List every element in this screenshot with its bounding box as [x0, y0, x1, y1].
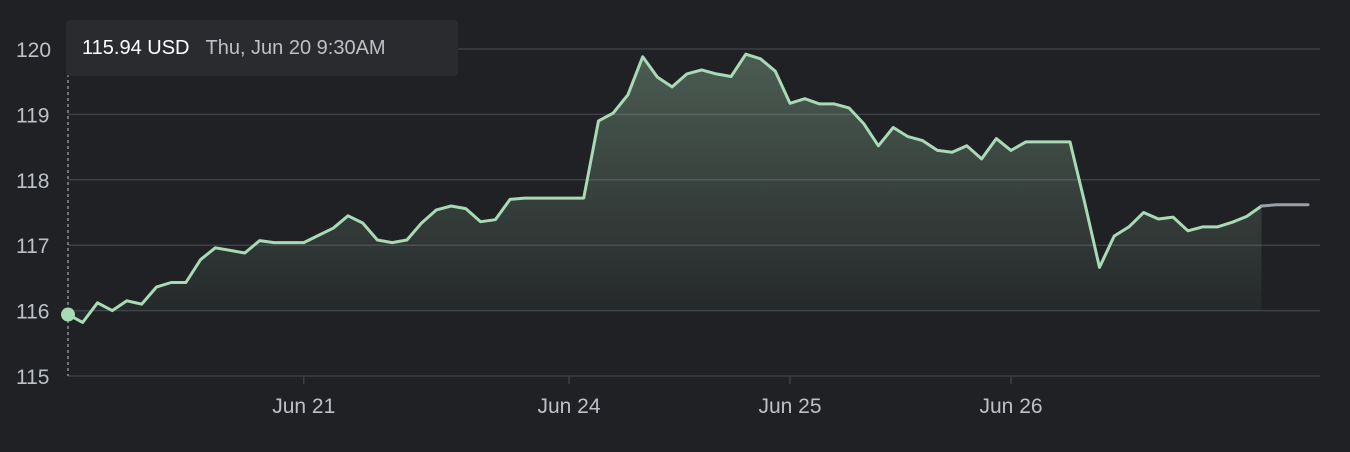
- x-tick-label: Jun 21: [272, 395, 335, 418]
- tooltip-price: 115.94 USD: [82, 36, 190, 59]
- axis-labels: 115 116 117 118 119 120 Jun 21 Jun 24 Jun 25 Jun …: [16, 39, 1043, 418]
- y-tick-label: 120: [16, 39, 51, 62]
- y-tick-label: 118: [16, 170, 49, 193]
- y-tick-label: 119: [16, 104, 49, 127]
- area-layer: [68, 54, 1262, 323]
- tooltip-date: Thu, Jun 20 9:30AM: [205, 36, 386, 59]
- x-tick-label: Jun 26: [980, 395, 1043, 418]
- y-tick-label: 116: [16, 301, 49, 324]
- y-tick-label: 115: [16, 366, 49, 389]
- price-area: [68, 54, 1262, 323]
- y-tick-label: 117: [16, 235, 49, 258]
- line-layer: [61, 52, 1310, 376]
- hover-marker: [61, 307, 75, 322]
- projection-line: [1260, 203, 1310, 208]
- x-tick-label: Jun 25: [758, 395, 821, 418]
- x-tick-label: Jun 24: [537, 395, 600, 418]
- price-tooltip: 115.94 USD Thu, Jun 20 9:30AM: [66, 20, 458, 76]
- price-line: [66, 52, 1263, 324]
